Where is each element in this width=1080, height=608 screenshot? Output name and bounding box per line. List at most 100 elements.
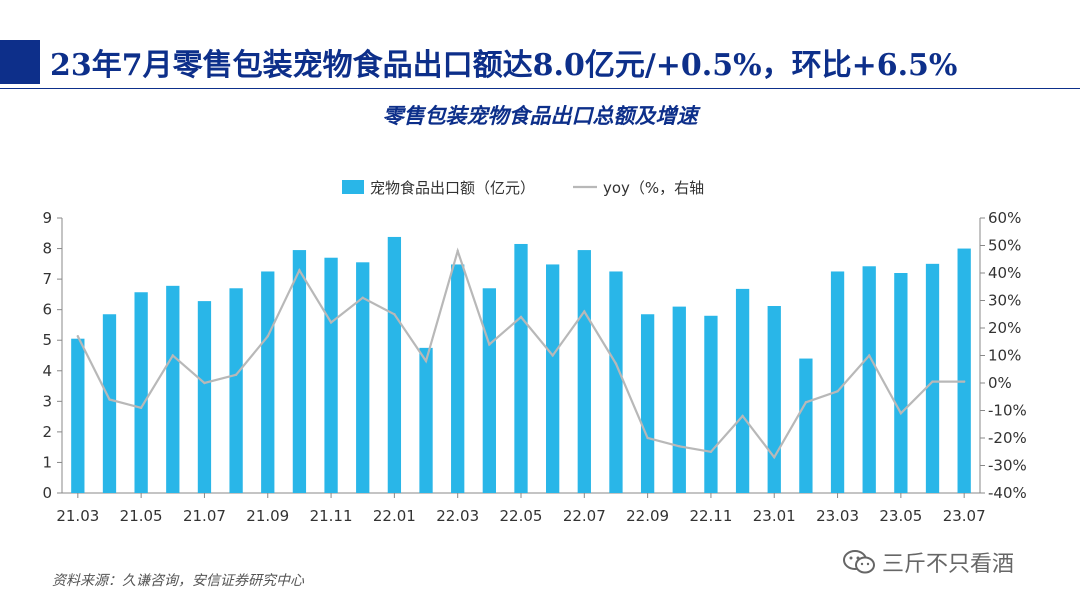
right-tick-label: 60%	[988, 209, 1021, 227]
right-tick-label: 30%	[988, 292, 1021, 310]
bar-23.03	[830, 271, 845, 493]
right-tick-label: -30%	[988, 457, 1027, 475]
x-tick-label: 22.01	[373, 507, 416, 525]
yoy-point-22.12	[741, 414, 744, 418]
watermark: 三斤不只看酒	[842, 546, 1014, 578]
left-tick-label: 1	[42, 453, 52, 471]
left-tick-label: 5	[42, 331, 52, 349]
x-tick-label: 21.09	[246, 507, 289, 525]
bar-21.03	[71, 338, 85, 493]
title-accent-bar	[0, 40, 40, 84]
bar-21.05	[134, 292, 148, 493]
x-tick-label: 21.07	[183, 507, 226, 525]
left-tick-label: 6	[42, 301, 52, 319]
left-tick-label: 4	[42, 362, 52, 380]
bar-23.01	[767, 306, 781, 493]
yoy-point-21.07	[203, 381, 206, 385]
yoy-point-22.08	[614, 362, 618, 365]
bar-22.06	[546, 264, 560, 493]
yoy-point-22.03	[456, 249, 459, 253]
bar-23.06	[925, 263, 940, 493]
legend-bar-swatch	[342, 180, 364, 194]
right-tick-label: -40%	[988, 484, 1027, 502]
bar-21.10	[292, 250, 307, 493]
yoy-point-21.03	[76, 335, 80, 338]
right-tick-label: 10%	[988, 347, 1021, 365]
bar-22.07	[577, 250, 591, 493]
chart-title: 零售包装宠物食品出口总额及增速	[382, 103, 698, 128]
x-tick-label: 22.05	[500, 507, 543, 525]
yoy-point-22.04	[488, 343, 491, 346]
right-tick-label: 20%	[988, 319, 1021, 337]
bar-21.07	[197, 301, 212, 493]
bar-23.05	[894, 273, 908, 493]
yoy-point-22.01	[393, 313, 396, 316]
bar-22.04	[482, 288, 496, 493]
right-tick-label: 50%	[988, 237, 1021, 255]
bar-23.04	[862, 266, 876, 493]
yoy-point-21.04	[108, 398, 111, 401]
x-tick-label: 23.07	[943, 507, 986, 525]
left-tick-label: 8	[42, 240, 52, 258]
x-tick-label: 21.11	[310, 507, 353, 525]
yoy-point-23.04	[868, 354, 871, 357]
x-tick-label: 22.09	[626, 507, 669, 525]
yoy-point-22.06	[551, 354, 554, 357]
bar-22.02	[419, 347, 433, 493]
yoy-point-21.06	[171, 354, 174, 357]
left-tick-label: 7	[42, 270, 52, 288]
x-tick-label: 22.07	[563, 507, 606, 525]
bar-22.11	[704, 315, 718, 493]
source-note: 资料来源：久谦咨询，安信证券研究中心	[52, 573, 304, 589]
title-underline	[0, 88, 1080, 89]
yoy-point-22.10	[678, 445, 681, 448]
bar-21.09	[261, 271, 275, 493]
left-tick-label: 9	[42, 209, 52, 227]
bar-22.12	[735, 288, 750, 493]
watermark-text: 三斤不只看酒	[882, 552, 1015, 577]
right-tick-label: -10%	[988, 402, 1027, 420]
bar-22.10	[672, 306, 686, 493]
right-tick-label: 0%	[988, 374, 1012, 392]
yoy-point-23.06	[931, 380, 934, 383]
left-tick-label: 3	[42, 392, 52, 410]
yoy-point-23.01	[773, 456, 776, 459]
yoy-point-23.05	[899, 412, 903, 415]
x-tick-label: 21.05	[120, 507, 163, 525]
bar-22.08	[609, 271, 623, 493]
x-tick-label: 22.03	[436, 507, 479, 525]
yoy-point-21.09	[266, 335, 269, 338]
x-tick-label: 23.03	[816, 507, 859, 525]
bar-21.04	[102, 314, 117, 493]
yoy-point-21.08	[234, 373, 238, 376]
yoy-point-22.09	[646, 436, 649, 440]
yoy-point-22.11	[709, 450, 713, 453]
bar-21.08	[229, 288, 243, 493]
bar-23.02	[799, 358, 813, 493]
yoy-point-22.05	[519, 315, 523, 319]
bar-22.01	[387, 236, 402, 493]
bar-21.06	[166, 285, 180, 493]
bar-23.07	[957, 248, 971, 493]
x-tick-label: 22.11	[689, 507, 732, 525]
bar-21.11	[324, 257, 338, 493]
legend-bar-label: 宠物食品出口额（亿元）	[370, 179, 535, 197]
left-tick-label: 0	[42, 484, 52, 502]
left-tick-label: 2	[42, 423, 52, 441]
yoy-point-23.03	[836, 390, 839, 393]
yoy-point-21.10	[298, 269, 301, 272]
yoy-point-23.02	[804, 401, 808, 404]
bar-22.05	[514, 243, 528, 493]
x-tick-label: 23.05	[879, 507, 922, 525]
right-tick-label: 40%	[988, 264, 1021, 282]
right-tick-label: -20%	[988, 429, 1027, 447]
yoy-point-21.11	[329, 321, 333, 324]
x-tick-label: 23.01	[753, 507, 796, 525]
bar-22.03	[451, 264, 465, 493]
yoy-point-22.07	[583, 310, 586, 313]
bar-21.12	[356, 262, 370, 493]
yoy-point-21.12	[361, 296, 364, 299]
wechat-icon	[843, 550, 875, 574]
yoy-point-21.05	[139, 406, 143, 409]
